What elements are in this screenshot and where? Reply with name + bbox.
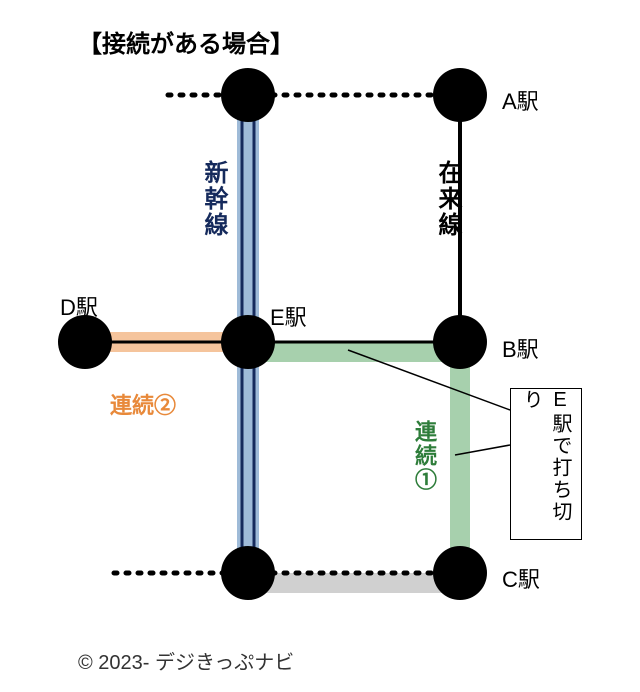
station-b-label: B駅 xyxy=(502,332,539,364)
copyright-text: © 2023- デジきっぷナビ xyxy=(78,646,294,675)
renzoku2-label: 連続② xyxy=(110,388,176,420)
station-e-label: E駅 xyxy=(270,300,307,332)
callout-text: E駅で打ち切り xyxy=(517,389,575,539)
shinkansen-label: 新幹線 xyxy=(196,160,231,238)
diagram-stage: 【接続がある場合】 A駅 B駅 C駅 D駅 E駅 新幹線 在来線 連続① 連続②… xyxy=(0,0,640,692)
station-d-label: D駅 xyxy=(60,290,98,322)
diagram-title: 【接続がある場合】 xyxy=(78,24,294,59)
zairaisen-label: 在来線 xyxy=(430,160,465,238)
callout-box: E駅で打ち切り xyxy=(510,388,582,540)
renzoku1-label: 連続① xyxy=(408,420,440,492)
station-a-label: A駅 xyxy=(502,84,539,116)
diagram-svg xyxy=(0,0,640,692)
station-c-label: C駅 xyxy=(502,562,540,594)
